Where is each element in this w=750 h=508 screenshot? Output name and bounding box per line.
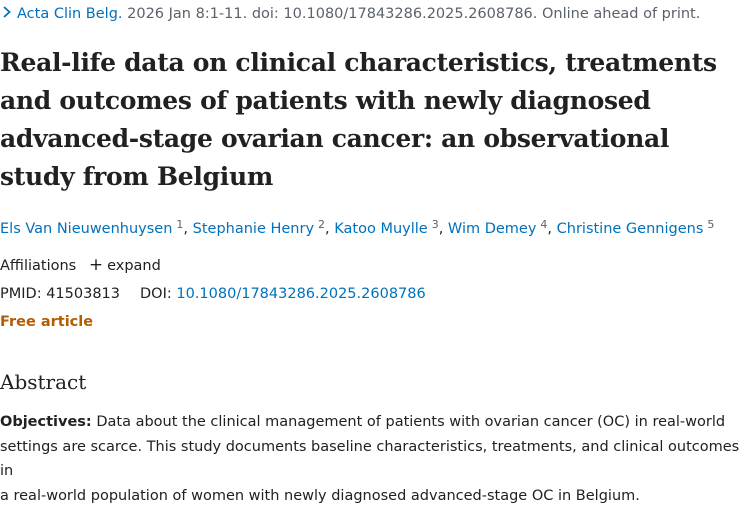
affiliation-number[interactable]: 4 [540,218,548,231]
author-separator: , [438,221,448,237]
plus-icon: + [88,255,104,275]
affiliations-row: Affiliations + expand [0,255,161,276]
affiliation-number[interactable]: 1 [176,218,184,231]
chevron-right-icon[interactable] [0,5,14,19]
expand-affiliations-button[interactable]: + expand [88,255,161,275]
expand-label: expand [107,258,161,274]
pmid-label: PMID: [0,286,42,302]
objectives-text: Data about the clinical management of pa… [0,414,740,504]
journal-link[interactable]: Acta Clin Belg. [17,6,123,22]
pmid-value: 41503813 [46,286,121,302]
objectives-label: Objectives: [0,414,92,430]
doi-link[interactable]: 10.1080/17843286.2025.2608786 [176,286,426,302]
author-link[interactable]: Christine Gennigens [556,221,704,237]
abstract-paragraph: Objectives: Data about the clinical mana… [0,410,750,508]
affiliations-label: Affiliations [0,258,77,274]
author-list: Els Van Nieuwenhuysen 1, Stephanie Henry 2… [0,215,750,239]
identifiers-row: PMID: 41503813 DOI: 10.1080/17843286.2025… [0,284,426,304]
affiliation-number[interactable]: 3 [431,218,439,231]
affiliation-number[interactable]: 2 [318,218,326,231]
doi-label: DOI: [140,286,172,302]
author-link[interactable]: Stephanie Henry [192,221,315,237]
abstract-heading: Abstract [0,370,87,394]
author-link[interactable]: Katoo Muylle [334,221,428,237]
author-link[interactable]: Wim Demey [447,221,537,237]
author-separator: , [325,221,335,237]
citation-details: 2026 Jan 8:1-11. doi: 10.1080/17843286.2… [122,6,701,22]
author-separator: , [547,221,557,237]
citation-line: Acta Clin Belg. 2026 Jan 8:1-11. doi: 10… [0,4,750,24]
author-link[interactable]: Els Van Nieuwenhuysen [0,221,173,237]
article-title: Real-life data on clinical characteristi… [0,48,717,191]
author-separator: , [183,221,193,237]
affiliation-number[interactable]: 5 [707,218,715,231]
free-article-label: Free article [0,314,94,330]
